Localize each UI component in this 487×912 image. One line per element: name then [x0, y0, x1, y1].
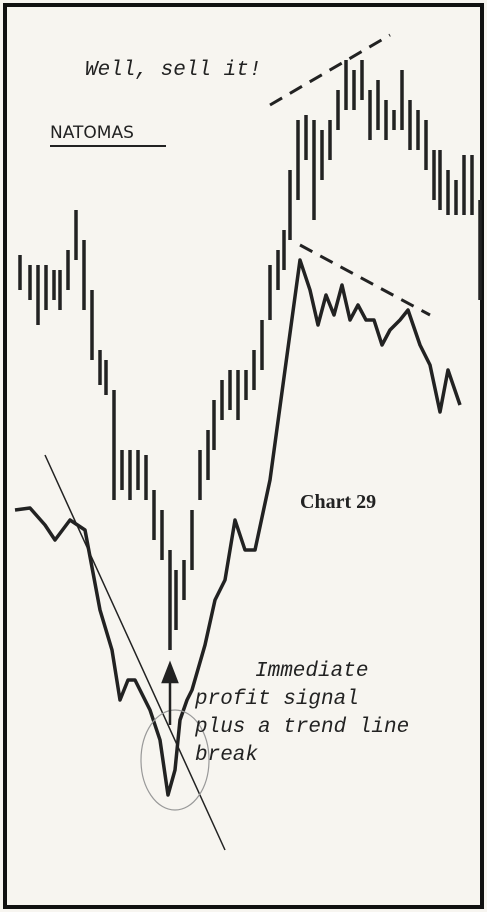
caption: Chart 29: [300, 491, 376, 513]
top-dashed-line: [269, 33, 391, 107]
highlight-circle: [140, 709, 210, 811]
momentum-line: [14, 258, 462, 797]
stock-name: NATOMAS: [50, 123, 134, 143]
arrow: [161, 660, 179, 725]
frame: [3, 3, 484, 909]
annotation-line: Immediate: [255, 660, 368, 683]
trend-line: [44, 454, 226, 851]
lower-dashed-line: [299, 243, 431, 317]
headline: Well, sell it!: [85, 59, 261, 82]
annotation-line: profit signal: [194, 688, 359, 711]
annotation-line: break: [195, 744, 258, 767]
price-bars: [18, 60, 482, 650]
annotation-line: plus a trend line: [194, 716, 409, 739]
